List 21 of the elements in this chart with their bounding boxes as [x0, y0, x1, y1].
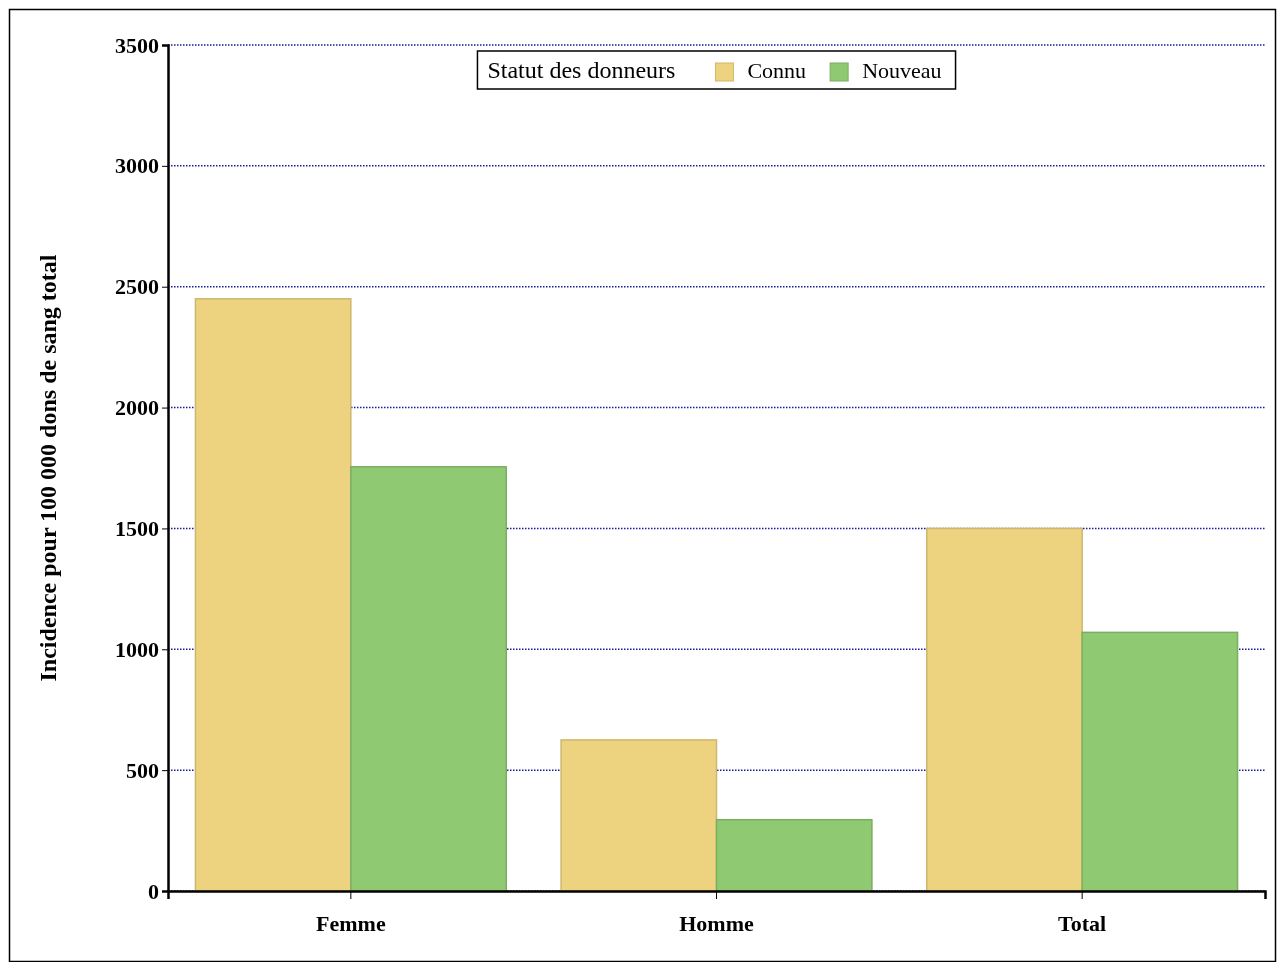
- bar: [715, 818, 873, 892]
- x-tick-label: Total: [1058, 910, 1107, 936]
- bar: [350, 466, 507, 892]
- y-tick-label: 500: [126, 757, 159, 783]
- y-tick-label: 1500: [115, 515, 159, 541]
- y-tick-label: 0: [148, 878, 159, 904]
- y-tick-label: 2000: [115, 395, 159, 421]
- x-tick-label: Femme: [316, 910, 386, 936]
- y-axis-title: Incidence pour 100 000 dons de sang total: [35, 254, 61, 682]
- legend-title: Statut des donneurs: [487, 57, 676, 83]
- bar: [1081, 631, 1239, 892]
- y-tick-label: 1000: [115, 636, 159, 662]
- bar: [926, 527, 1083, 892]
- y-tick-label: 2500: [115, 274, 159, 300]
- y-tick-label: 3000: [115, 153, 159, 179]
- bar: [560, 739, 718, 892]
- legend-label: Connu: [747, 58, 807, 83]
- y-tick-label: 3500: [115, 32, 159, 58]
- bar: [194, 298, 352, 892]
- legend-label: Nouveau: [862, 58, 942, 83]
- x-tick-label: Homme: [679, 910, 754, 936]
